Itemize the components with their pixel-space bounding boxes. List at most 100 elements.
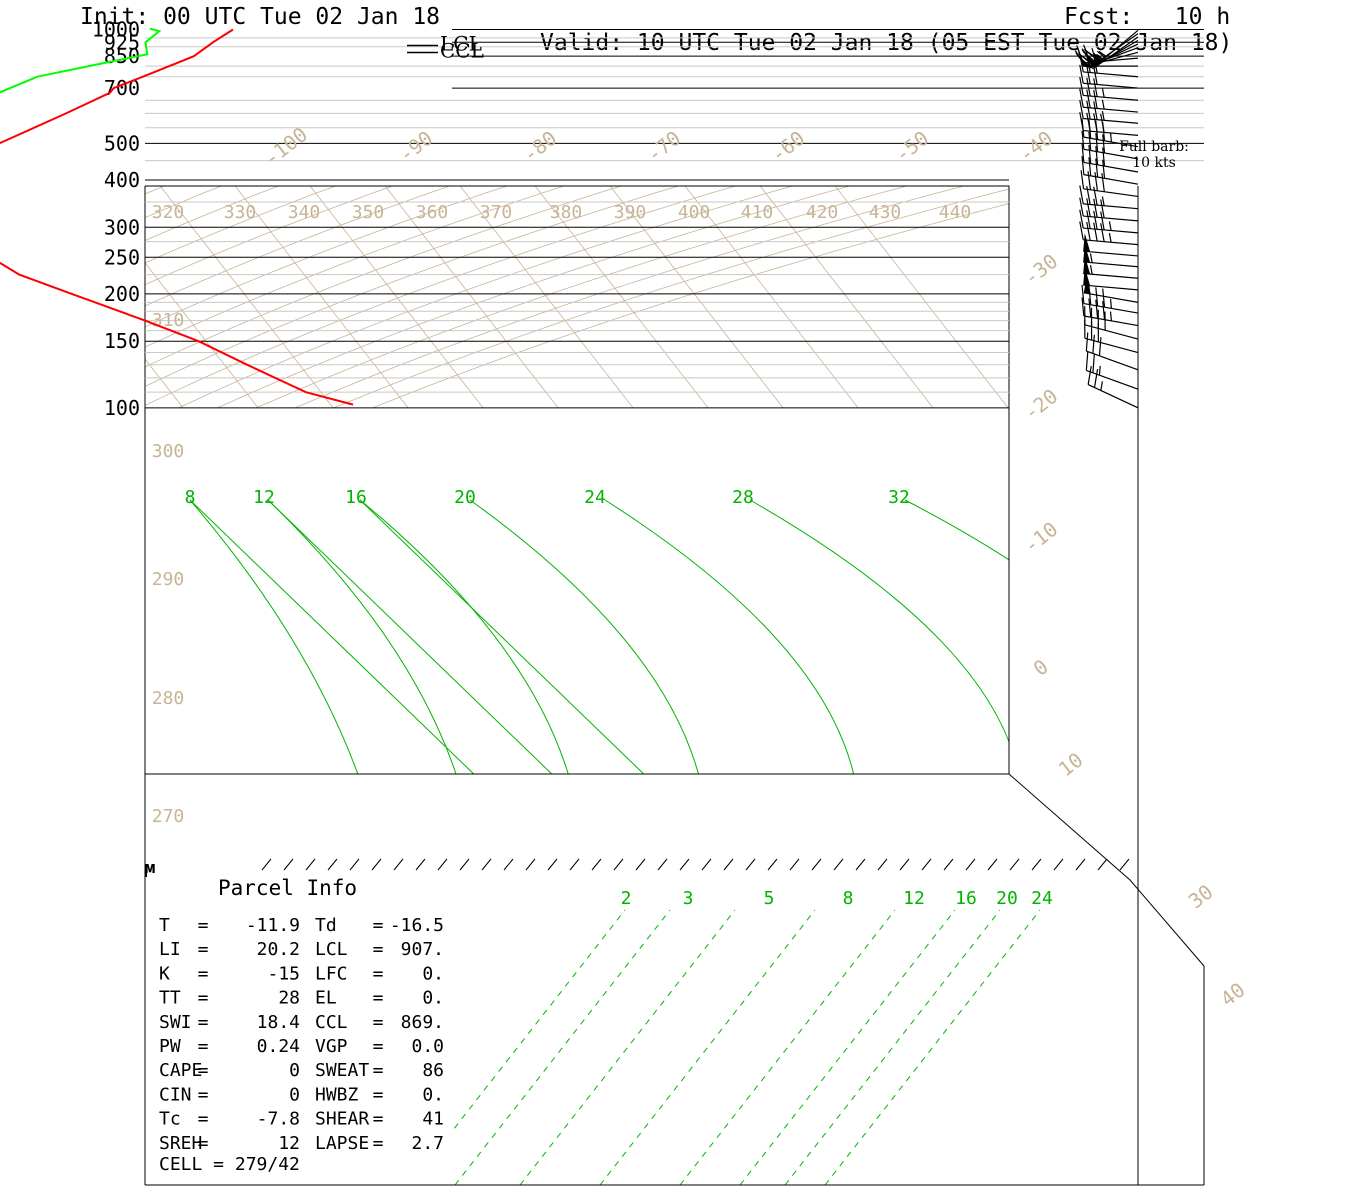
barb-full: [1093, 198, 1098, 218]
barb-half: [1109, 132, 1113, 143]
parcel-value: 0.: [422, 988, 444, 1009]
barb-full: [1078, 56, 1094, 70]
barb-full: [1102, 300, 1106, 320]
mixing-ratio-label: 8: [843, 888, 854, 909]
parcel-info-title: Parcel Info: [218, 876, 357, 900]
barb-full: [1093, 78, 1098, 97]
barb-full: [1079, 112, 1084, 131]
barb-legend-line1: Full barb:: [1119, 139, 1189, 155]
pressure-label: 925: [104, 30, 140, 54]
parcel-value: 0.0: [411, 1036, 444, 1057]
barb-full: [1085, 351, 1089, 371]
parcel-key: TT: [159, 988, 181, 1009]
parcel-eq: =: [373, 939, 384, 960]
moist-line-upper: [749, 499, 1009, 744]
barb-staff: [1095, 29, 1139, 67]
mixing-ratio-dashed: [599, 909, 816, 1185]
wind-barb: [1087, 366, 1139, 409]
barb-full: [1102, 288, 1106, 308]
tropopause-hatch: [723, 858, 734, 871]
dry-adiabat-line: [0, 180, 5, 408]
wind-barb: [1079, 197, 1139, 222]
barb-half: [1109, 311, 1113, 321]
barb-staff: [1086, 350, 1139, 371]
tropopause-hatch: [1119, 858, 1130, 871]
parcel-value: 0.: [422, 963, 444, 984]
moist-line-upper: [469, 499, 699, 774]
isotherm-line: [0, 180, 108, 408]
isotherm-line: [188, 21, 277, 143]
init-time: Init: 00 UTC Tue 02 Jan 18: [80, 4, 441, 30]
parcel-value: 28: [278, 988, 300, 1009]
barb-flag: [1083, 233, 1091, 252]
tropopause-hatch: [1053, 858, 1064, 871]
barb-full: [1100, 211, 1105, 231]
parcel-eq: =: [373, 1012, 384, 1033]
pressure-label: 250: [104, 245, 140, 269]
theta-label: 340: [288, 202, 321, 223]
wind-barb: [1079, 100, 1139, 124]
mixing-ratio-dashed: [739, 909, 956, 1185]
isotherm-label: 10: [1054, 748, 1088, 782]
moist-line-upper: [189, 499, 475, 774]
theta-label: 380: [550, 202, 583, 223]
barb-half: [1101, 111, 1105, 121]
barb-staff: [1084, 337, 1139, 354]
mixing-ratio-label: 28: [732, 487, 754, 508]
moist-line-upper: [604, 499, 855, 774]
parcel-value: 20.2: [257, 939, 300, 960]
parcel-value: 18.4: [257, 1012, 300, 1033]
parcel-eq: =: [373, 1060, 384, 1081]
theta-label: 290: [152, 569, 185, 590]
tropopause-hatch: [833, 858, 844, 871]
theta-label: 320: [152, 202, 185, 223]
barb-half: [1098, 365, 1101, 376]
parcel-key: HWBZ: [315, 1084, 359, 1105]
parcel-key: LAPSE: [315, 1133, 369, 1154]
wind-barb: [1079, 88, 1139, 113]
tropopause-hatch: [503, 858, 514, 871]
tropopause-hatch: [393, 858, 404, 871]
mixing-ratio-label: 16: [955, 888, 977, 909]
barb-full: [1086, 210, 1091, 229]
isotherm-line: [145, 358, 184, 409]
pressure-label: 400: [104, 168, 140, 192]
barb-full: [1094, 172, 1098, 191]
wind-barb: [1084, 306, 1139, 340]
parcel-key: LI: [159, 939, 181, 960]
dry-adiabat-line: [0, 180, 63, 408]
parcel-value: -7.8: [257, 1109, 300, 1130]
mixing-ratio-label: 16: [345, 487, 367, 508]
barb-full: [1100, 113, 1105, 133]
parcel-key: SHEAR: [315, 1109, 369, 1130]
wind-barb: [1081, 297, 1139, 327]
barb-full: [1079, 64, 1084, 84]
barb-full: [1081, 130, 1085, 150]
barb-staff: [1083, 148, 1139, 160]
barb-staff: [1087, 384, 1139, 409]
wind-barb: [1079, 76, 1139, 101]
isotherm-line: [0, 180, 33, 408]
mixing-ratio-label: 5: [764, 888, 775, 909]
barb-full: [1085, 332, 1089, 352]
barb-full: [1088, 131, 1092, 151]
pressure-label: 1000: [92, 17, 140, 41]
moist-line-upper: [267, 499, 553, 774]
barb-half: [1100, 381, 1103, 391]
tropopause-hatch: [965, 858, 976, 871]
barb-full: [1080, 54, 1097, 67]
barb-full: [1086, 112, 1091, 132]
barb-legend-line2: 10 kts: [1132, 155, 1176, 171]
parcel-eq: =: [198, 1133, 209, 1154]
barb-half: [1109, 299, 1113, 309]
barb-half: [1108, 221, 1112, 231]
isotherm-line: [338, 21, 427, 143]
barb-staff: [1083, 284, 1139, 291]
tropopause-hatch: [1075, 858, 1086, 871]
surface-marker: M: [145, 861, 156, 882]
barb-full: [1100, 223, 1105, 242]
mixing-ratio-label: 32: [888, 487, 910, 508]
mixing-ratio-label: 3: [683, 888, 694, 909]
barb-staff: [1083, 82, 1139, 89]
moist-line-upper: [904, 499, 1009, 561]
